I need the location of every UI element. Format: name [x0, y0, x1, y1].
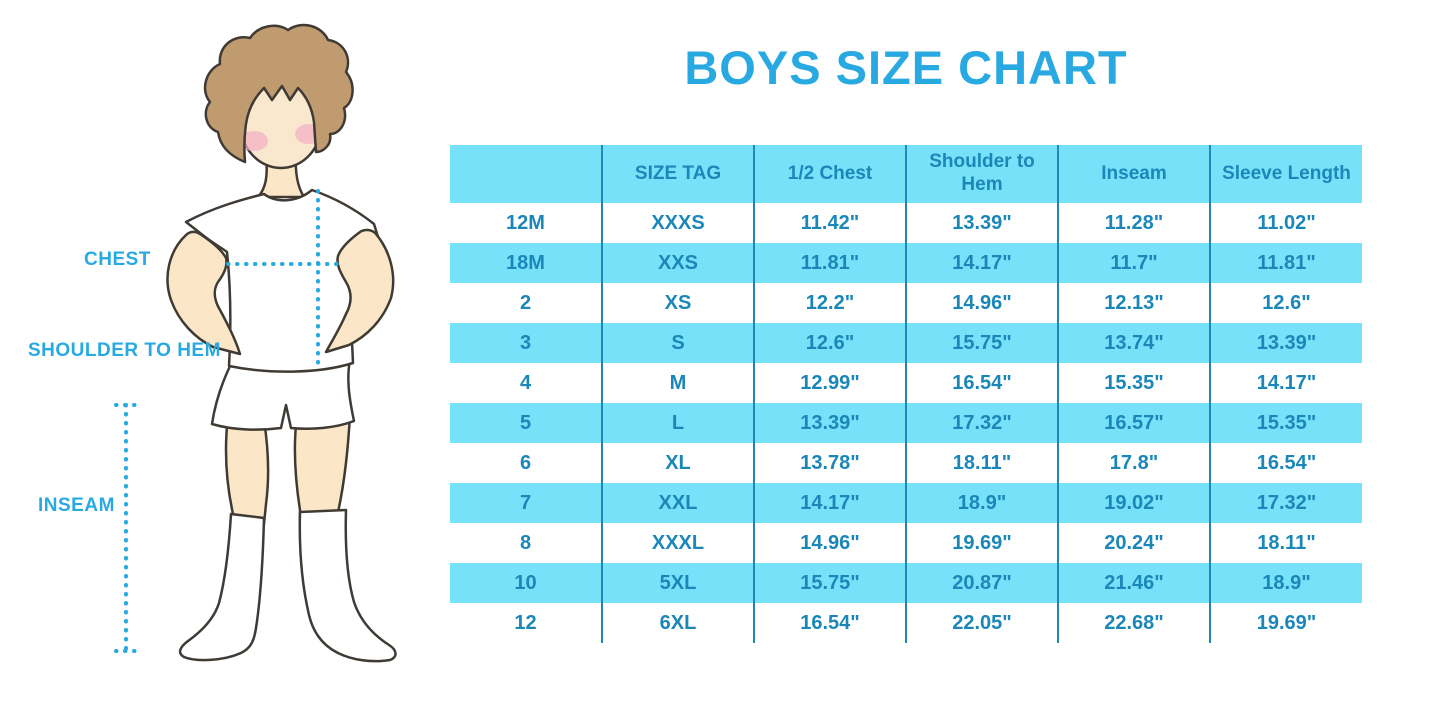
- value-cell: M: [601, 363, 754, 403]
- boy-hair: [203, 23, 354, 164]
- value-cell: 5XL: [601, 563, 754, 603]
- table-row-size-18M: 18M XXS 11.81" 14.17" 11.7" 11.81": [450, 243, 1362, 283]
- boy-figure-illustration: [114, 23, 397, 663]
- value-cell: 14.17": [753, 483, 906, 523]
- column-header-0: [450, 145, 602, 203]
- table-row-size-5: 5 L 13.39" 17.32" 16.57" 15.35": [450, 403, 1362, 443]
- size-cell: 18M: [450, 243, 602, 283]
- boy-arms: [166, 228, 395, 356]
- value-cell: 19.69": [1209, 603, 1362, 643]
- value-cell: 6XL: [601, 603, 754, 643]
- value-cell: XS: [601, 283, 754, 323]
- value-cell: 18.11": [905, 443, 1058, 483]
- column-header-2: 1/2 Chest: [753, 145, 906, 203]
- value-cell: 13.39": [753, 403, 906, 443]
- value-cell: XXL: [601, 483, 754, 523]
- value-cell: 18.9": [1209, 563, 1362, 603]
- value-cell: 13.39": [1209, 323, 1362, 363]
- value-cell: 11.7": [1057, 243, 1210, 283]
- value-cell: 12.99": [753, 363, 906, 403]
- boy-legs: [224, 412, 352, 526]
- value-cell: 12.13": [1057, 283, 1210, 323]
- value-cell: 11.81": [1209, 243, 1362, 283]
- shoulder-to-hem-label: SHOULDER TO HEM: [28, 340, 221, 361]
- value-cell: 15.35": [1209, 403, 1362, 443]
- boy-blush-left: [240, 131, 268, 151]
- value-cell: 17.32": [1209, 483, 1362, 523]
- inseam-label: INSEAM: [38, 495, 115, 516]
- column-header-5: Sleeve Length: [1209, 145, 1362, 203]
- value-cell: XXS: [601, 243, 754, 283]
- value-cell: 13.78": [753, 443, 906, 483]
- value-cell: XXXL: [601, 523, 754, 563]
- value-cell: XXXS: [601, 203, 754, 243]
- size-table: SIZE TAG 1/2 Chest Shoulder to Hem Inseam Sl…: [450, 145, 1362, 643]
- table-row-size-4: 4 M 12.99" 16.54" 15.35" 14.17": [450, 363, 1362, 403]
- value-cell: 16.54": [905, 363, 1058, 403]
- size-table-body: 12M XXXS 11.42" 13.39" 11.28" 11.02" 18M XXS 11.…: [450, 203, 1362, 643]
- value-cell: 14.96": [905, 283, 1058, 323]
- value-cell: 21.46": [1057, 563, 1210, 603]
- value-cell: 20.87": [905, 563, 1058, 603]
- value-cell: 17.32": [905, 403, 1058, 443]
- value-cell: 16.57": [1057, 403, 1210, 443]
- value-cell: S: [601, 323, 754, 363]
- size-cell: 2: [519, 291, 532, 314]
- value-cell: 11.42": [753, 203, 906, 243]
- size-cell: 4: [519, 371, 532, 394]
- table-row-size-12: 12 6XL 16.54" 22.05" 22.68" 19.69": [450, 603, 1362, 643]
- table-row-size-2: 2 XS 12.2" 14.96" 12.13" 12.6": [450, 283, 1362, 323]
- value-cell: 15.35": [1057, 363, 1210, 403]
- size-cell: 7: [450, 483, 602, 523]
- value-cell: 11.02": [1209, 203, 1362, 243]
- value-cell: 14.17": [905, 243, 1058, 283]
- size-cell: 12M: [506, 211, 545, 234]
- value-cell: 11.81": [753, 243, 906, 283]
- value-cell: 19.02": [1057, 483, 1210, 523]
- value-cell: 22.05": [905, 603, 1058, 643]
- value-cell: 18.11": [1209, 523, 1362, 563]
- value-cell: 14.17": [1209, 363, 1362, 403]
- size-cell: 12: [514, 611, 537, 634]
- value-cell: L: [601, 403, 754, 443]
- column-header-1: SIZE TAG: [601, 145, 754, 203]
- table-row-size-3: 3 S 12.6" 15.75" 13.74" 13.39": [450, 323, 1362, 363]
- value-cell: 19.69": [905, 523, 1058, 563]
- value-cell: 15.75": [905, 323, 1058, 363]
- value-cell: 13.39": [905, 203, 1058, 243]
- value-cell: 12.6": [753, 323, 906, 363]
- size-cell: 5: [450, 403, 602, 443]
- size-table-header-row: SIZE TAG 1/2 Chest Shoulder to Hem Inseam Sl…: [450, 145, 1362, 203]
- size-cell: 10: [450, 563, 602, 603]
- value-cell: 22.68": [1057, 603, 1210, 643]
- value-cell: XL: [601, 443, 754, 483]
- chest-label: CHEST: [84, 249, 151, 270]
- value-cell: 14.96": [753, 523, 906, 563]
- boy-shorts: [210, 358, 356, 431]
- size-cell: 8: [519, 531, 532, 554]
- size-cell: 3: [450, 323, 602, 363]
- table-row-size-7: 7 XXL 14.17" 18.9" 19.02" 17.32": [450, 483, 1362, 523]
- value-cell: 16.54": [1209, 443, 1362, 483]
- table-row-size-6: 6 XL 13.78" 18.11" 17.8" 16.54": [450, 443, 1362, 483]
- value-cell: 13.74": [1057, 323, 1210, 363]
- value-cell: 18.9": [905, 483, 1058, 523]
- value-cell: 15.75": [753, 563, 906, 603]
- table-row-size-12M: 12M XXXS 11.42" 13.39" 11.28" 11.02": [450, 203, 1362, 243]
- table-row-size-10: 10 5XL 15.75" 20.87" 21.46" 18.9": [450, 563, 1362, 603]
- measurement-figure: CHEST SHOULDER TO HEM INSEAM: [0, 0, 450, 723]
- size-cell: 6: [519, 451, 532, 474]
- value-cell: 11.28": [1057, 203, 1210, 243]
- column-header-4: Inseam: [1057, 145, 1210, 203]
- value-cell: 16.54": [753, 603, 906, 643]
- column-header-3: Shoulder to Hem: [905, 145, 1058, 203]
- page-title: BOYS SIZE CHART: [684, 41, 1128, 94]
- value-cell: 17.8": [1057, 443, 1210, 483]
- value-cell: 12.6": [1209, 283, 1362, 323]
- table-row-size-8: 8 XXXL 14.96" 19.69" 20.24" 18.11": [450, 523, 1362, 563]
- value-cell: 12.2": [753, 283, 906, 323]
- value-cell: 20.24": [1057, 523, 1210, 563]
- boy-socks: [178, 508, 397, 663]
